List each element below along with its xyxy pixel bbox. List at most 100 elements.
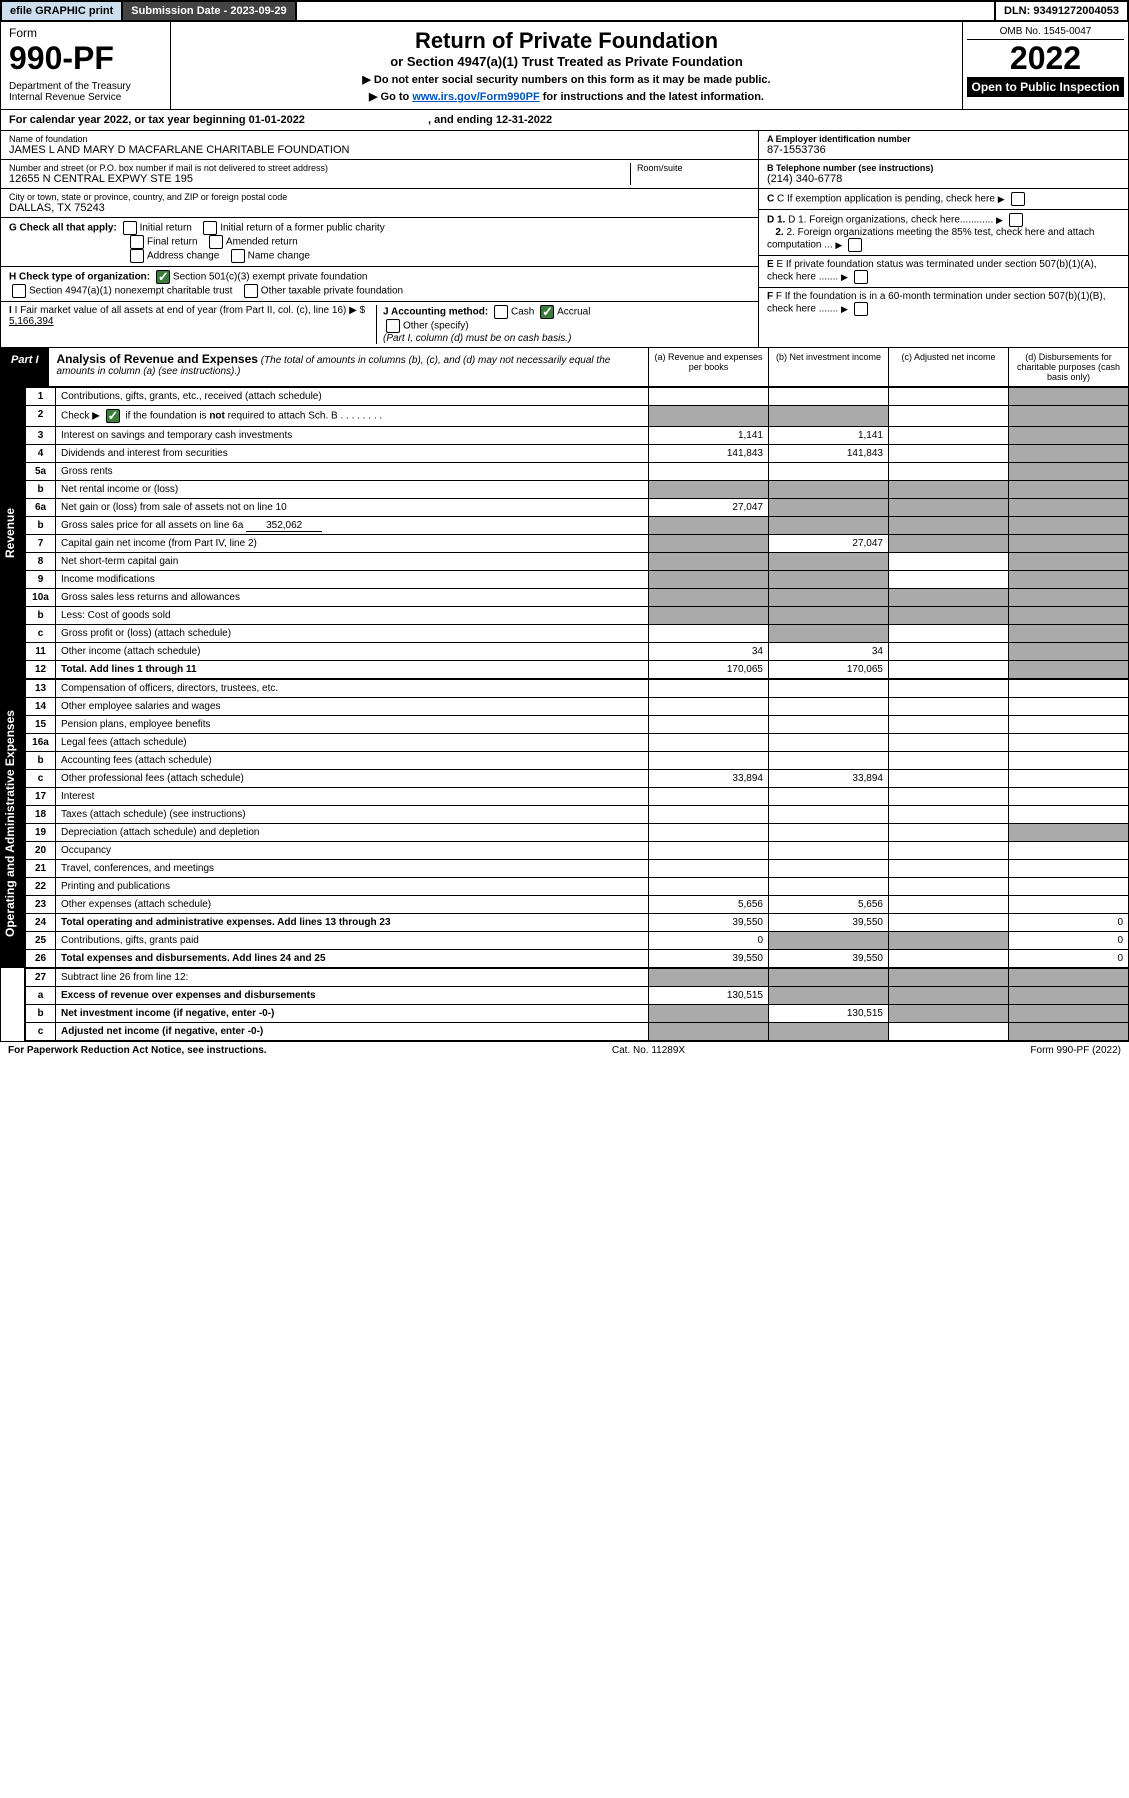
chk-accrual[interactable] (540, 305, 554, 319)
line-desc: Excess of revenue over expenses and disb… (56, 987, 649, 1005)
value-cell (649, 481, 769, 499)
foundation-name: JAMES L AND MARY D MACFARLANE CHARITABLE… (9, 144, 750, 156)
value-cell: 1,141 (649, 427, 769, 445)
chk-final[interactable] (130, 235, 144, 249)
value-cell: 39,550 (649, 950, 769, 968)
chk-initial-former[interactable] (203, 221, 217, 235)
value-cell (1009, 607, 1129, 625)
chk-other-tax[interactable] (244, 284, 258, 298)
line-number: 19 (26, 824, 56, 842)
efile-label[interactable]: efile GRAPHIC print (2, 2, 123, 20)
value-cell (649, 571, 769, 589)
chk-e[interactable] (854, 270, 868, 284)
chk-d2[interactable] (848, 238, 862, 252)
table-row: 8Net short-term capital gain (26, 553, 1129, 571)
table-row: 11Other income (attach schedule)3434 (26, 643, 1129, 661)
value-cell: 39,550 (769, 950, 889, 968)
chk-501c3[interactable] (156, 270, 170, 284)
value-cell (649, 589, 769, 607)
line-desc: Legal fees (attach schedule) (56, 734, 649, 752)
note-link: ▶ Go to www.irs.gov/Form990PF for instru… (179, 90, 954, 103)
line-desc: Net rental income or (loss) (56, 481, 649, 499)
chk-4947[interactable] (12, 284, 26, 298)
value-cell: 0 (1009, 932, 1129, 950)
value-cell (1009, 571, 1129, 589)
line-number: b (26, 752, 56, 770)
value-cell (889, 427, 1009, 445)
addr-label: Number and street (or P.O. box number if… (9, 163, 630, 173)
value-cell (769, 680, 889, 698)
revenue-table: 1Contributions, gifts, grants, etc., rec… (25, 387, 1129, 679)
col-d: (d) Disbursements for charitable purpose… (1008, 348, 1128, 386)
col-c: (c) Adjusted net income (888, 348, 1008, 386)
chk-f[interactable] (854, 302, 868, 316)
line-desc: Interest (56, 788, 649, 806)
expenses-section: Operating and Administrative Expenses 13… (0, 679, 1129, 968)
line-desc: Depreciation (attach schedule) and deple… (56, 824, 649, 842)
value-cell (889, 445, 1009, 463)
dln: DLN: 93491272004053 (994, 2, 1127, 20)
topbar: efile GRAPHIC print Submission Date - 20… (0, 0, 1129, 22)
table-row: 5aGross rents (26, 463, 1129, 481)
value-cell (1009, 716, 1129, 734)
value-cell: 130,515 (649, 987, 769, 1005)
line-desc: Gross sales price for all assets on line… (56, 517, 649, 535)
value-cell (889, 914, 1009, 932)
value-cell (889, 824, 1009, 842)
phone-label: B Telephone number (see instructions) (767, 163, 933, 173)
table-row: 3Interest on savings and temporary cash … (26, 427, 1129, 445)
line-desc: Other income (attach schedule) (56, 643, 649, 661)
table-row: 21Travel, conferences, and meetings (26, 860, 1129, 878)
value-cell (889, 388, 1009, 406)
line-number: 2 (26, 406, 56, 427)
value-cell (649, 517, 769, 535)
table-row: 16aLegal fees (attach schedule) (26, 734, 1129, 752)
line-desc: Accounting fees (attach schedule) (56, 752, 649, 770)
value-cell (769, 932, 889, 950)
value-cell (1009, 824, 1129, 842)
table-row: 27Subtract line 26 from line 12: (26, 969, 1129, 987)
value-cell (649, 824, 769, 842)
table-row: 13Compensation of officers, directors, t… (26, 680, 1129, 698)
table-row: 25Contributions, gifts, grants paid00 (26, 932, 1129, 950)
value-cell (649, 680, 769, 698)
chk-d1[interactable] (1009, 213, 1023, 227)
value-cell (1009, 788, 1129, 806)
chk-name-change[interactable] (231, 249, 245, 263)
table-row: 19Depreciation (attach schedule) and dep… (26, 824, 1129, 842)
address: 12655 N CENTRAL EXPWY STE 195 (9, 173, 630, 185)
chk-other-acct[interactable] (386, 319, 400, 333)
table-row: 2Check ▶ if the foundation is not requir… (26, 406, 1129, 427)
chk-addr-change[interactable] (130, 249, 144, 263)
value-cell (889, 481, 1009, 499)
line-number: 16a (26, 734, 56, 752)
chk-cash[interactable] (494, 305, 508, 319)
chk-c[interactable] (1011, 192, 1025, 206)
table-row: 24Total operating and administrative exp… (26, 914, 1129, 932)
table-row: cGross profit or (loss) (attach schedule… (26, 625, 1129, 643)
table-row: cAdjusted net income (if negative, enter… (26, 1023, 1129, 1041)
line-number: 5a (26, 463, 56, 481)
line-desc: Gross sales less returns and allowances (56, 589, 649, 607)
value-cell: 27,047 (649, 499, 769, 517)
line-desc: Printing and publications (56, 878, 649, 896)
g-check: G Check all that apply: Initial return I… (1, 218, 758, 267)
chk-initial[interactable] (123, 221, 137, 235)
value-cell (889, 806, 1009, 824)
tax-year: 2022 (967, 40, 1124, 77)
fmv-value: 5,166,394 (9, 316, 54, 327)
table-row: 26Total expenses and disbursements. Add … (26, 950, 1129, 968)
value-cell (1009, 427, 1129, 445)
chk-amended[interactable] (209, 235, 223, 249)
table-row: 22Printing and publications (26, 878, 1129, 896)
value-cell (1009, 752, 1129, 770)
line-number: 11 (26, 643, 56, 661)
revenue-section: Revenue 1Contributions, gifts, grants, e… (0, 387, 1129, 679)
table-row: bAccounting fees (attach schedule) (26, 752, 1129, 770)
line-number: 18 (26, 806, 56, 824)
value-cell (649, 1005, 769, 1023)
irs-link[interactable]: www.irs.gov/Form990PF (412, 91, 539, 103)
line-desc: Total expenses and disbursements. Add li… (56, 950, 649, 968)
line-desc: Net investment income (if negative, ente… (56, 1005, 649, 1023)
value-cell (649, 878, 769, 896)
